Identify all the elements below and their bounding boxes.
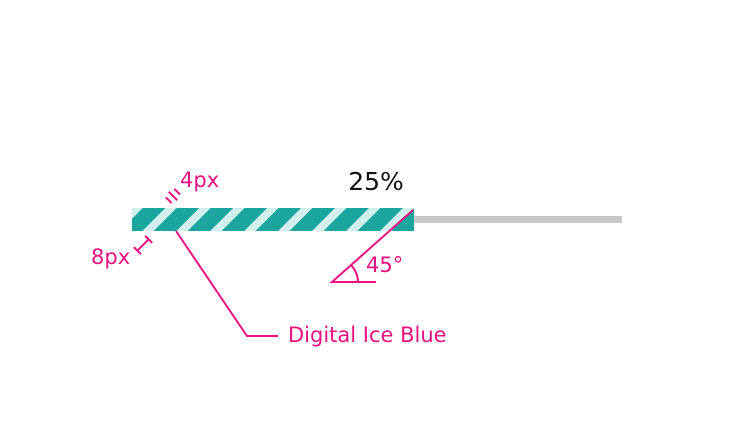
angle-label: 45° — [366, 253, 403, 277]
stripe-label: 8px — [91, 245, 130, 269]
gap-marker — [165, 188, 181, 204]
progress-fill — [132, 208, 414, 231]
progress-label: 25% — [348, 167, 404, 196]
color-label: Digital Ice Blue — [288, 323, 447, 347]
color-leader — [175, 230, 278, 337]
angle-arc — [350, 264, 359, 283]
progress-track — [414, 216, 622, 223]
stripe-marker — [133, 235, 153, 255]
gap-label: 4px — [180, 168, 219, 192]
angle-lines — [329, 209, 414, 283]
